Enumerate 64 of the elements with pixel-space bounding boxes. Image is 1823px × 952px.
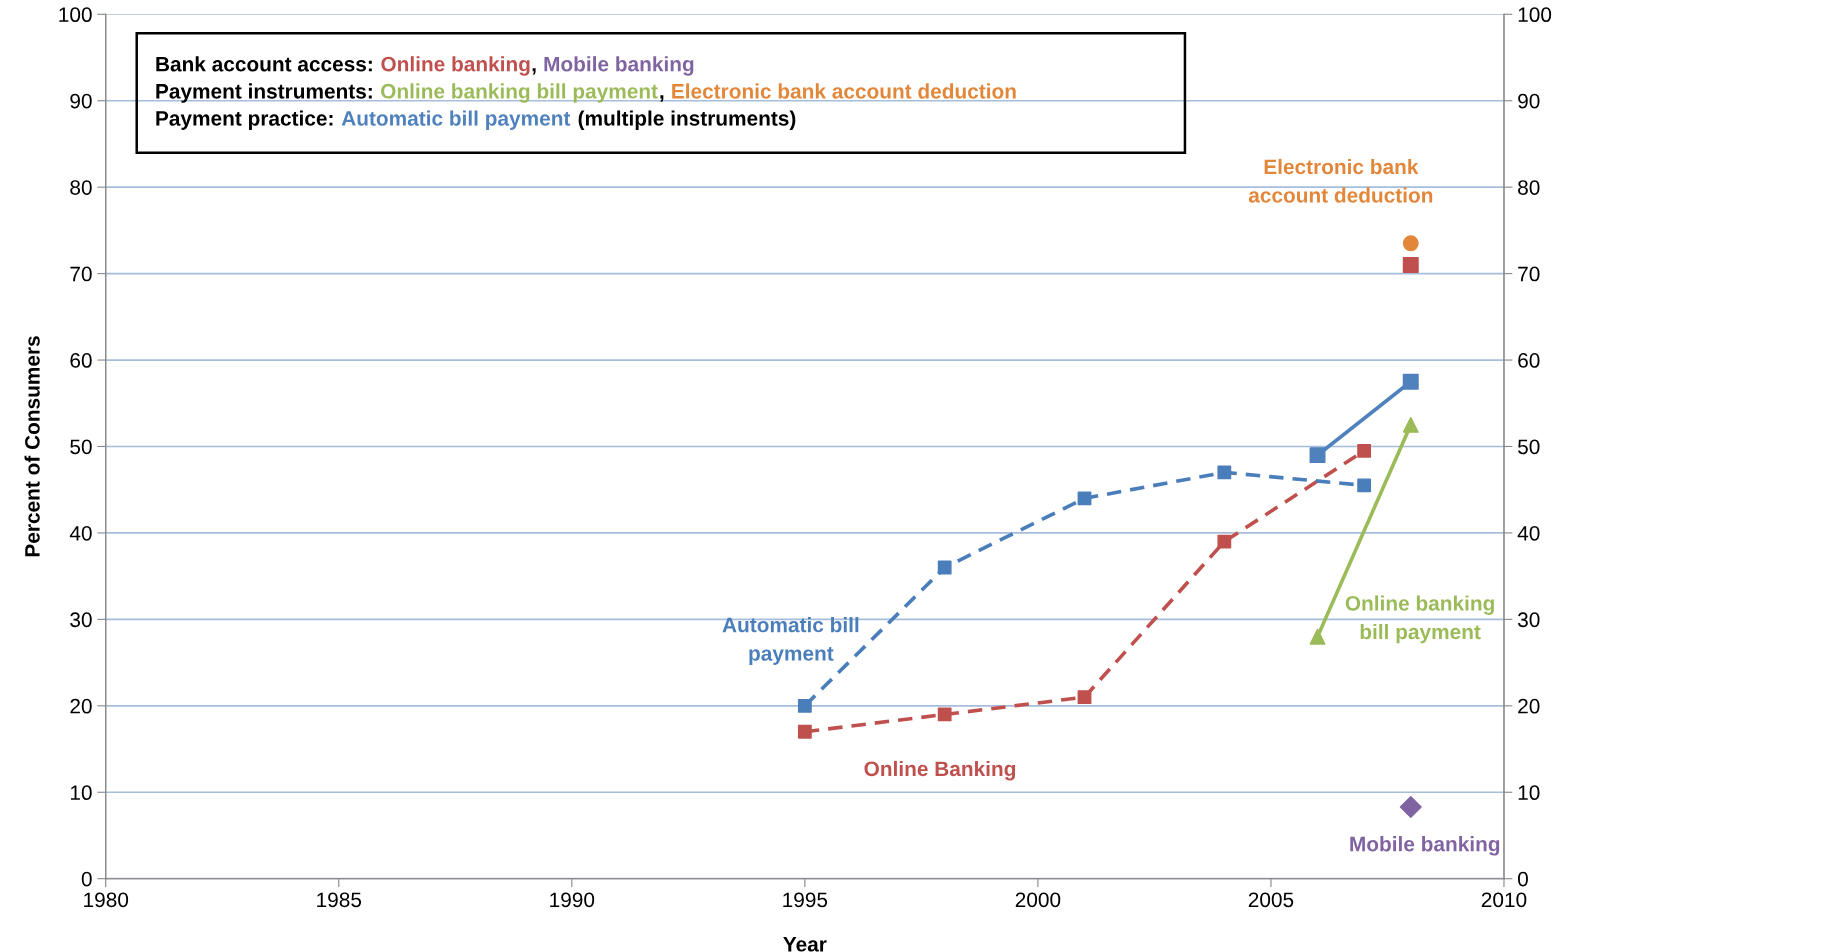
- point: [937, 707, 952, 722]
- y-tick-label: 30: [70, 612, 92, 628]
- x-tick-label: 2005: [1248, 892, 1294, 908]
- y-tick-label: 10: [70, 785, 92, 801]
- annotation: Online banking: [381, 56, 530, 76]
- y-tick-label: 80: [70, 180, 92, 195]
- point: [937, 560, 952, 575]
- point: [1217, 534, 1232, 549]
- point: [1309, 628, 1326, 645]
- point: [1077, 491, 1092, 506]
- y-tick-label: 0: [81, 871, 92, 887]
- annotation: Online banking bill payment: [381, 83, 658, 103]
- y2-tick-label: 40: [1517, 525, 1540, 541]
- series-label: Electronic bank account deduction: [1248, 158, 1433, 203]
- annotation: Payment practice:: [156, 110, 333, 130]
- x-tick-label: 2010: [1481, 892, 1527, 908]
- y2-tick-label: 60: [1518, 353, 1540, 368]
- y-tick-label: 70: [70, 266, 92, 282]
- point: [1309, 447, 1326, 464]
- y2-tick-label: 90: [1518, 93, 1540, 109]
- series-label: Online Banking: [864, 760, 1016, 781]
- y-tick-label: 100: [59, 7, 92, 23]
- x-tick-label: 2000: [1015, 892, 1061, 908]
- y2-tick-label: 100: [1518, 7, 1552, 23]
- point: [1402, 373, 1419, 390]
- y-tick-label: 90: [70, 93, 92, 109]
- x-tick-label: 1995: [783, 892, 828, 908]
- point: [1077, 690, 1092, 705]
- x-tick-label: 1985: [317, 892, 362, 908]
- y2-tick-label: 70: [1518, 266, 1540, 282]
- annotation: ,: [660, 95, 664, 102]
- annotation: Automatic bill payment: [341, 110, 571, 130]
- point: [1402, 416, 1419, 433]
- annotation: ,: [532, 68, 536, 75]
- series-label: Online banking bill payment: [1345, 595, 1494, 644]
- annotation: Bank account access:: [156, 56, 372, 72]
- annotation: Mobile banking: [544, 56, 694, 76]
- point: [1402, 235, 1419, 252]
- y-tick-label: 20: [70, 698, 92, 714]
- series-label: Automatic bill payment: [722, 617, 859, 665]
- point: [797, 698, 812, 713]
- annotation: Payment instruments:: [156, 83, 372, 103]
- y2-tick-label: 10: [1518, 785, 1540, 801]
- annotation: (multiple instruments): [578, 110, 796, 130]
- x-tick-label: 1980: [84, 892, 129, 908]
- y2-tick-label: 30: [1517, 612, 1540, 628]
- series-label: Mobile banking: [1350, 836, 1500, 856]
- y-tick-label: 40: [69, 525, 92, 541]
- point: [797, 724, 812, 739]
- y-tick-label: 50: [70, 439, 92, 455]
- point: [1217, 465, 1232, 480]
- y2-tick-label: 0: [1517, 871, 1528, 887]
- point: [1402, 256, 1419, 273]
- point: [1357, 478, 1372, 493]
- point: [1399, 795, 1422, 818]
- annotation: Electronic bank account deduction: [672, 83, 1016, 99]
- x-tick-label: 1990: [550, 892, 595, 908]
- y2-tick-label: 80: [1518, 180, 1540, 195]
- y-axis-title: Percent of Consumers: [24, 336, 40, 557]
- y-tick-label: 60: [70, 353, 92, 368]
- point: [1357, 443, 1372, 458]
- y2-tick-label: 50: [1518, 439, 1540, 455]
- x-axis-title: Year: [783, 937, 827, 952]
- y2-tick-label: 20: [1518, 698, 1540, 714]
